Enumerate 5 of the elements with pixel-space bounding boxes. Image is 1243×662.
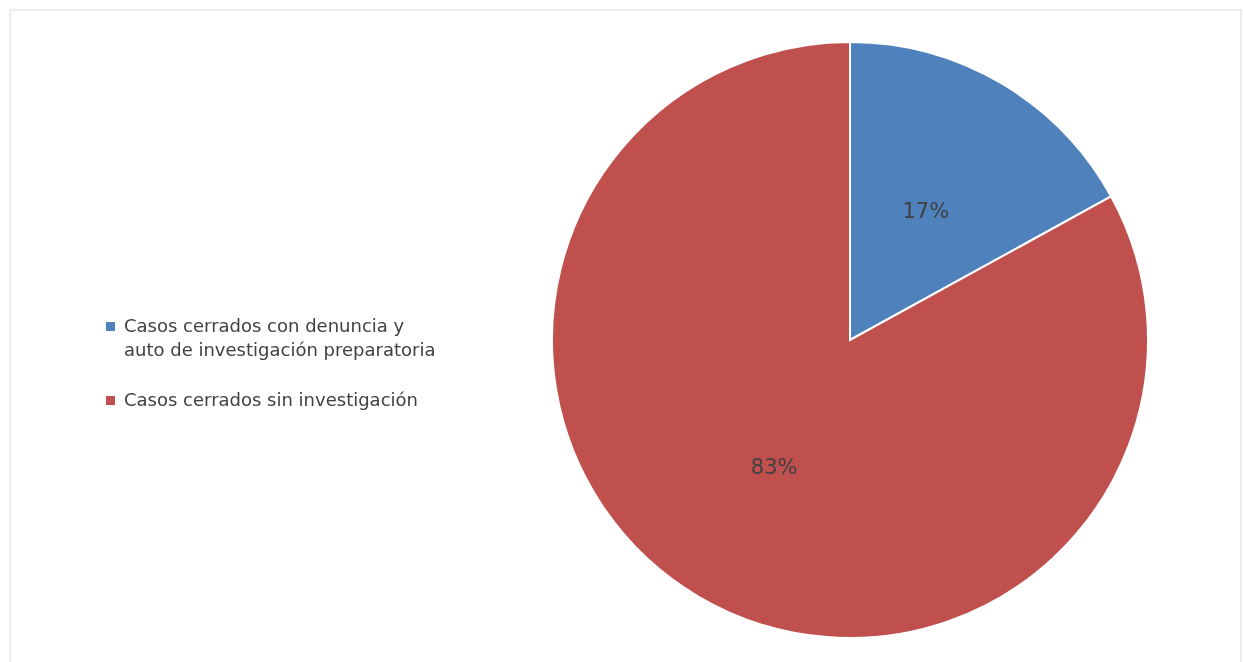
legend-label: Casos cerrados con denuncia y auto de investigación preparatoria [124, 315, 436, 360]
legend-label: Casos cerrados sin investigación [124, 389, 418, 410]
pie-slice [551, 41, 1149, 639]
data-label: 83% [750, 455, 798, 480]
data-label: 17% [902, 198, 950, 223]
